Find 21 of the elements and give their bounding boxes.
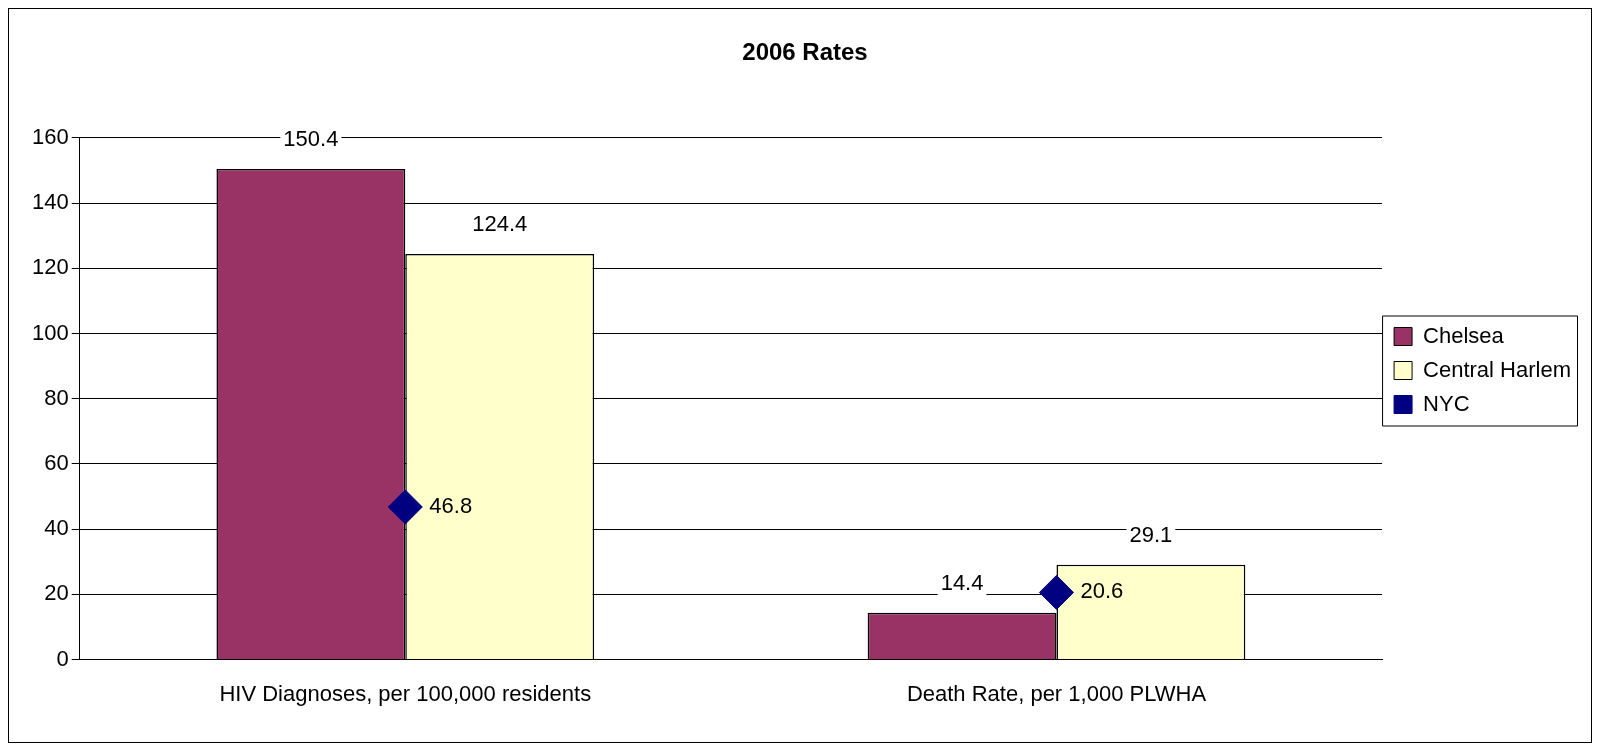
legend-label: Central Harlem	[1423, 356, 1572, 382]
data-label: 46.8	[429, 493, 473, 519]
y-tick-label: 80	[44, 384, 69, 410]
chart-title: 2006 Rates	[742, 38, 868, 66]
y-tick-label: 100	[31, 319, 69, 345]
x-tick-label: HIV Diagnoses, per 100,000 residents	[219, 680, 592, 706]
y-tick-label: 120	[31, 254, 69, 280]
data-label: 150.4	[283, 126, 339, 152]
y-tick-label: 160	[31, 123, 69, 149]
legend-label: Chelsea	[1423, 322, 1505, 348]
data-label: 29.1	[1129, 521, 1173, 547]
y-tick-label: 40	[44, 515, 69, 541]
x-tick-label: Death Rate, per 1,000 PLWHA	[906, 680, 1207, 706]
y-tick-label: 20	[44, 580, 69, 606]
data-label: 124.4	[472, 210, 528, 236]
data-label: 14.4	[940, 569, 984, 595]
y-tick-label: 0	[56, 645, 69, 671]
y-tick-label: 60	[44, 449, 69, 475]
data-label: 20.6	[1080, 578, 1124, 604]
y-tick-label: 140	[31, 189, 69, 215]
legend-label: NYC	[1423, 390, 1470, 416]
